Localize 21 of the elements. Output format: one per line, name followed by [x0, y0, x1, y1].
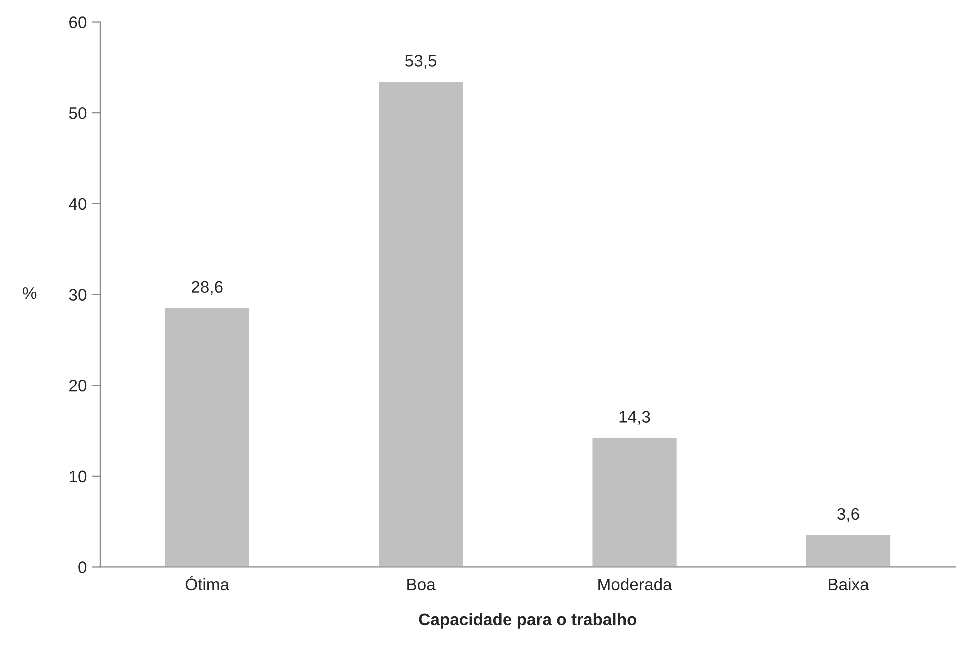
bar [164, 306, 251, 568]
y-tick-label: 50 [69, 108, 87, 120]
data-label: 28,6 [192, 281, 223, 296]
y-tick-label: 20 [70, 380, 87, 392]
bar [378, 80, 464, 568]
y-tick-label: 0 [78, 562, 87, 574]
x-tick-label: Ótima [186, 576, 230, 591]
y-tick-label: 40 [69, 198, 87, 210]
bar [591, 436, 678, 568]
y-tick-label: 60 [70, 16, 87, 28]
x-tick-label: Baixa [829, 578, 870, 591]
data-label: 3,6 [838, 508, 860, 522]
x-axis-title: Capacidade para o trabalho [419, 613, 637, 629]
y-axis-title: % [23, 287, 37, 300]
bar [805, 534, 892, 568]
y-tick-label: 10 [70, 470, 87, 483]
data-label: 14,3 [620, 411, 650, 425]
y-tick-label: 30 [69, 289, 87, 301]
x-tick-label: Moderada [598, 578, 672, 591]
data-label: 53,5 [406, 55, 437, 69]
x-tick-label: Boa [408, 578, 436, 591]
